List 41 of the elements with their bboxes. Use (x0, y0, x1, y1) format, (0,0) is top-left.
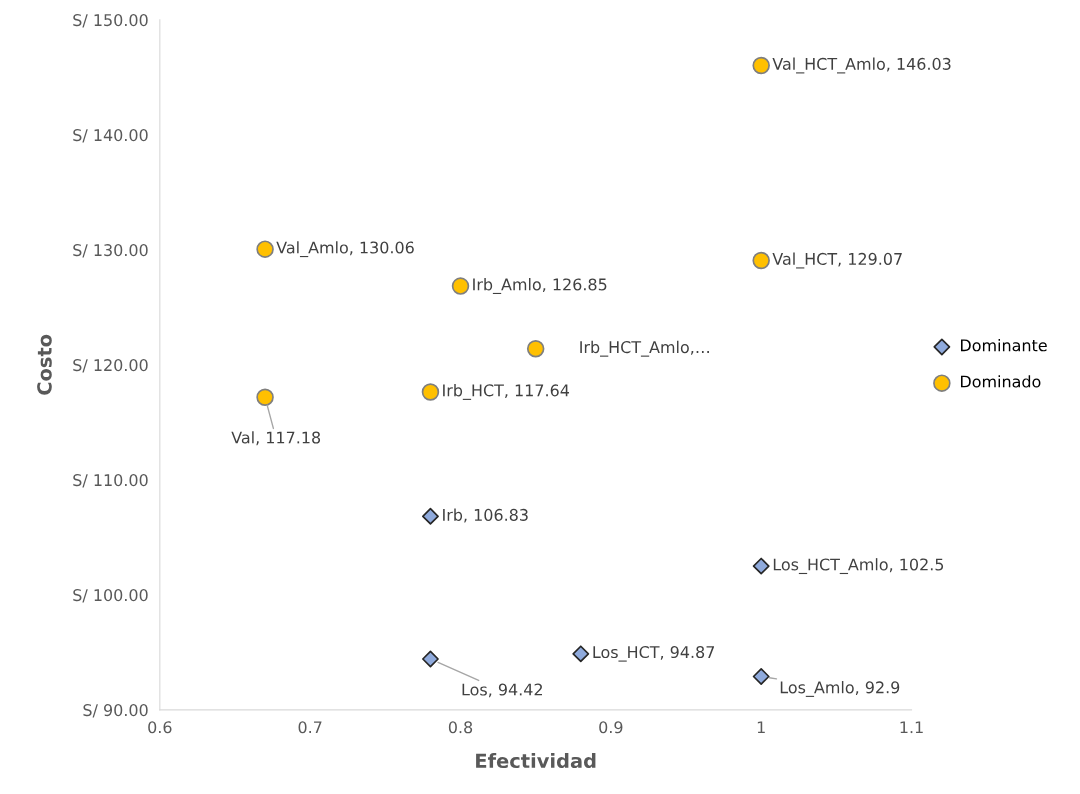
x-tick-label: 0.9 (599, 721, 623, 734)
annotation: Val_Amlo, 130.06 (276, 241, 414, 258)
annotation: Los_HCT_Amlo, 102.5 (773, 558, 944, 575)
annotation: Val_HCT_Amlo, 146.03 (772, 57, 951, 74)
point (422, 650, 439, 668)
point (451, 277, 470, 295)
y-tick-label: S/ 120.00 (73, 359, 148, 373)
annotation: Irb_HCT, 117.64 (443, 384, 570, 400)
point (526, 339, 545, 358)
annotation: Los_HCT, 94.87 (593, 646, 715, 662)
annotation: Irb, 106.83 (443, 508, 528, 523)
point (752, 668, 770, 685)
point (752, 56, 770, 75)
x-tick-label: 0.6 (148, 721, 172, 734)
y-tick-label: S/ 90.00 (83, 704, 148, 718)
point (752, 251, 770, 270)
annotation: Los_Amlo, 92.9 (780, 681, 900, 697)
x-tick-label: 1.1 (900, 721, 923, 734)
annotation: Irb_HCT_Amlo,… (580, 340, 709, 357)
y-tick-label: S/ 150.00 (73, 14, 148, 28)
x-tick-label: 1 (757, 721, 765, 734)
point (572, 645, 590, 663)
x-tick-label: 0.8 (448, 721, 473, 734)
legend-label: Dominante (961, 339, 1047, 352)
point (256, 388, 274, 407)
y-axis-title: Costo (37, 334, 52, 395)
annotation: Los, 94.42 (462, 683, 542, 698)
y-tick-label: S/ 100.00 (73, 589, 148, 603)
x-axis-title: Efectividad (476, 753, 596, 769)
point (421, 383, 440, 401)
x-tick-label: 0.7 (298, 721, 322, 734)
point (422, 507, 439, 525)
y-tick-label: S/ 140.00 (73, 129, 148, 143)
annotation: Val_HCT, 129.07 (772, 252, 902, 269)
y-tick-label: S/ 130.00 (73, 244, 148, 258)
annotation: Val, 117.18 (231, 431, 321, 446)
annotation: Irb_Amlo, 126.85 (473, 278, 607, 295)
y-tick-label: S/ 110.00 (73, 474, 148, 488)
point (256, 240, 274, 258)
point (752, 557, 770, 575)
legend-label: Dominado (961, 375, 1041, 388)
